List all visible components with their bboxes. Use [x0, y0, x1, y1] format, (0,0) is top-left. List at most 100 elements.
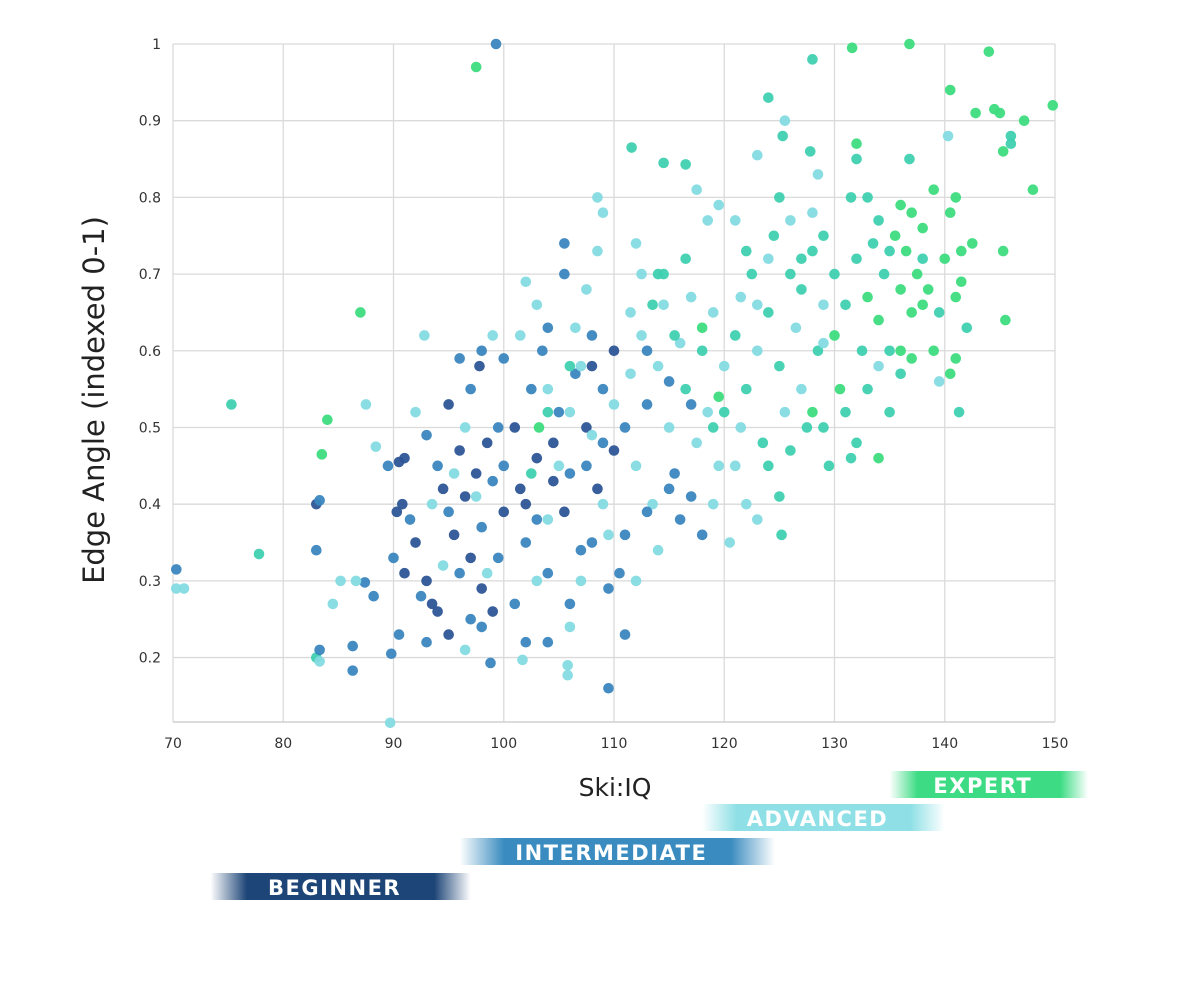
data-point	[597, 437, 609, 449]
data-point	[1005, 138, 1017, 150]
data-point	[652, 360, 664, 372]
data-point	[487, 606, 499, 617]
data-point	[873, 360, 884, 372]
data-point	[917, 299, 928, 311]
data-point	[718, 360, 730, 372]
data-point	[178, 583, 190, 594]
x-tick-label: 140	[931, 736, 958, 752]
data-point	[669, 468, 680, 479]
data-point	[950, 353, 962, 364]
data-point	[1027, 184, 1039, 196]
data-point	[492, 552, 504, 564]
data-point	[619, 422, 631, 433]
data-point	[443, 629, 454, 640]
data-point	[542, 514, 554, 525]
data-point	[763, 460, 774, 472]
data-point	[774, 491, 785, 502]
data-point	[586, 360, 598, 372]
data-point	[807, 406, 818, 418]
data-point	[970, 107, 981, 119]
data-point	[597, 498, 609, 510]
data-point	[989, 103, 1000, 115]
y-axis-ticks: 0.2 0.3 0.4 0.5 0.6 0.7 0.8 0.9 1	[139, 37, 161, 667]
data-point	[983, 46, 995, 57]
data-point	[531, 514, 543, 525]
x-tick-label: 150	[1042, 736, 1069, 752]
data-point	[619, 629, 631, 640]
data-point	[603, 583, 614, 594]
data-point	[498, 460, 510, 472]
data-point	[652, 544, 664, 556]
data-point	[663, 376, 675, 387]
data-point	[533, 422, 545, 433]
data-point	[707, 422, 719, 433]
data-point	[904, 38, 915, 50]
data-point	[776, 529, 787, 541]
data-point	[465, 552, 476, 564]
data-point	[517, 654, 528, 666]
data-point	[619, 529, 631, 541]
data-point	[485, 657, 496, 669]
data-point	[592, 245, 603, 257]
data-point	[702, 406, 714, 418]
data-point	[368, 590, 379, 602]
data-point	[796, 383, 807, 395]
data-point	[421, 429, 432, 441]
data-point	[944, 207, 956, 219]
data-point	[426, 598, 438, 610]
y-tick-label: 0.8	[139, 190, 161, 206]
data-point	[415, 590, 427, 602]
y-tick-label: 0.9	[139, 114, 161, 130]
data-point	[385, 648, 397, 660]
data-point	[942, 130, 954, 142]
data-point	[630, 238, 642, 249]
data-point	[961, 322, 973, 334]
data-point	[917, 222, 928, 234]
data-point	[774, 192, 785, 203]
data-point	[542, 406, 554, 418]
data-point	[597, 383, 609, 395]
data-point	[752, 149, 763, 161]
data-point	[559, 506, 570, 518]
data-point	[680, 159, 691, 170]
data-point	[889, 230, 901, 242]
data-point	[823, 460, 835, 472]
data-point	[658, 299, 669, 311]
data-point	[674, 514, 686, 525]
band-label: BEGINNER	[268, 876, 401, 900]
data-point	[459, 491, 471, 502]
data-point	[812, 169, 824, 180]
data-point	[904, 153, 915, 165]
data-point	[718, 406, 730, 418]
data-point	[314, 656, 325, 667]
band-beginner	[210, 873, 471, 900]
data-point	[807, 54, 818, 65]
x-axis-ticks: 70 80 90 100 110 120 130 140 150	[164, 736, 1068, 752]
data-point	[702, 215, 714, 226]
data-point	[1005, 130, 1017, 142]
data-point	[531, 299, 543, 311]
data-point	[867, 238, 879, 249]
y-tick-label: 0.7	[139, 267, 161, 283]
data-point	[575, 544, 587, 556]
data-point	[490, 38, 502, 50]
data-point	[796, 284, 807, 295]
data-point	[437, 560, 449, 571]
data-point	[735, 422, 747, 433]
data-point	[399, 567, 410, 579]
data-point	[542, 322, 554, 334]
data-point	[779, 406, 791, 418]
data-point	[437, 483, 449, 495]
data-point	[696, 529, 708, 541]
data-point	[967, 238, 978, 249]
data-point	[851, 138, 862, 150]
data-point	[564, 468, 576, 479]
data-point	[509, 598, 521, 610]
data-point	[470, 468, 482, 479]
data-point	[603, 529, 614, 541]
data-point	[851, 437, 862, 449]
x-tick-label: 70	[164, 736, 182, 752]
data-point	[807, 207, 818, 219]
data-point	[906, 307, 917, 318]
data-point	[454, 353, 465, 364]
